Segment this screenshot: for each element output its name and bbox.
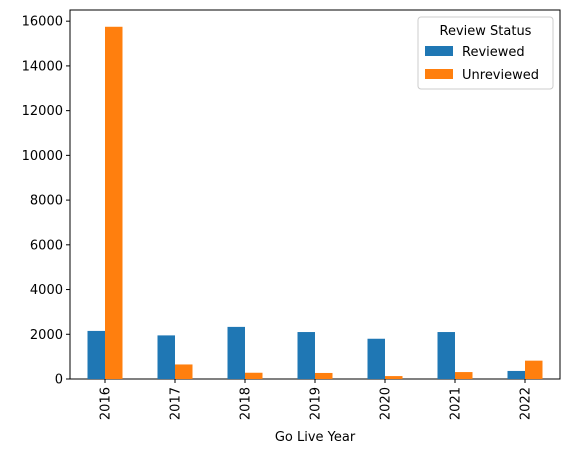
bar-unreviewed-2017	[175, 364, 193, 379]
y-tick-label: 14000	[22, 59, 63, 74]
legend-label-reviewed: Reviewed	[462, 45, 525, 60]
x-tick-label: 2019	[309, 387, 324, 420]
x-tick-label: 2020	[379, 387, 394, 420]
x-axis-title: Go Live Year	[275, 430, 356, 445]
bars-group	[87, 26, 543, 380]
legend: Review Status Reviewed Unreviewed	[417, 16, 554, 90]
bar-reviewed-2022	[507, 370, 525, 379]
bar-reviewed-2021	[437, 332, 455, 379]
y-tick-label: 4000	[30, 283, 63, 298]
bar-reviewed-2016	[87, 330, 105, 379]
legend-title: Review Status	[440, 24, 532, 39]
x-tick-label: 2021	[449, 387, 464, 420]
y-tick-label: 6000	[30, 238, 63, 253]
y-tick-label: 8000	[30, 194, 63, 209]
bar-reviewed-2019	[297, 332, 315, 379]
legend-swatch-reviewed	[425, 46, 453, 56]
x-axis: 2016 2017 2018 2019 2020 2021 2022	[99, 379, 534, 420]
x-tick-label: 2022	[519, 387, 534, 420]
y-tick-label: 16000	[22, 15, 63, 30]
bar-reviewed-2018	[227, 326, 245, 379]
bar-unreviewed-2016	[105, 26, 123, 380]
y-tick-label: 12000	[22, 104, 63, 119]
bar-unreviewed-2018	[245, 372, 263, 379]
bar-unreviewed-2020	[385, 376, 403, 379]
y-axis: 0 2000 4000 6000 8000 10000 12000 14000 16000	[22, 15, 70, 388]
x-tick-label: 2016	[99, 387, 114, 420]
bar-unreviewed-2019	[315, 372, 333, 379]
bar-reviewed-2017	[157, 335, 175, 379]
y-tick-label: 2000	[30, 328, 63, 343]
bar-unreviewed-2022	[525, 360, 543, 379]
x-tick-label: 2017	[169, 387, 184, 420]
plot-area: 0 2000 4000 6000 8000 10000 12000 14000 16000 20…	[22, 9, 561, 420]
bar-unreviewed-2021	[455, 372, 473, 379]
legend-swatch-unreviewed	[425, 69, 453, 79]
bar-reviewed-2020	[367, 338, 385, 379]
legend-label-unreviewed: Unreviewed	[462, 68, 539, 83]
y-tick-label: 0	[55, 373, 63, 388]
y-tick-label: 10000	[22, 149, 63, 164]
x-tick-label: 2018	[239, 387, 254, 420]
